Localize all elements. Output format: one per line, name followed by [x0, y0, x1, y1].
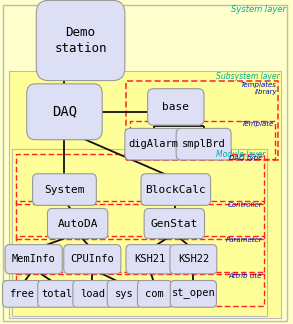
- Text: Subsystem layer: Subsystem layer: [216, 72, 280, 81]
- Text: base: base: [162, 102, 189, 112]
- Text: BlockCalc: BlockCalc: [145, 185, 206, 194]
- Text: smplBrd: smplBrd: [182, 139, 226, 149]
- Text: Parameter: Parameter: [226, 237, 262, 243]
- FancyBboxPatch shape: [176, 128, 231, 160]
- Text: st_open: st_open: [171, 289, 215, 299]
- FancyBboxPatch shape: [148, 89, 204, 125]
- FancyBboxPatch shape: [126, 245, 173, 274]
- FancyBboxPatch shape: [73, 281, 112, 307]
- FancyBboxPatch shape: [137, 281, 172, 307]
- Text: com: com: [145, 289, 164, 299]
- Text: sys: sys: [115, 289, 134, 299]
- Text: DAQ type: DAQ type: [229, 155, 262, 161]
- FancyBboxPatch shape: [47, 209, 108, 238]
- Text: System layer: System layer: [231, 5, 286, 14]
- FancyBboxPatch shape: [5, 245, 62, 274]
- FancyBboxPatch shape: [33, 174, 96, 205]
- FancyBboxPatch shape: [125, 128, 183, 160]
- Text: Templates
library: Templates library: [241, 82, 277, 95]
- FancyBboxPatch shape: [38, 281, 76, 307]
- FancyBboxPatch shape: [170, 281, 217, 307]
- FancyBboxPatch shape: [27, 84, 102, 140]
- FancyBboxPatch shape: [64, 245, 121, 274]
- Text: DAQ: DAQ: [52, 105, 77, 119]
- Text: CPUInfo: CPUInfo: [70, 254, 114, 264]
- FancyBboxPatch shape: [144, 209, 205, 238]
- FancyBboxPatch shape: [170, 245, 217, 274]
- Text: KSH22: KSH22: [178, 254, 209, 264]
- Text: GenStat: GenStat: [151, 219, 198, 228]
- FancyBboxPatch shape: [141, 174, 211, 205]
- Text: Demo
station: Demo station: [54, 27, 107, 54]
- Text: free: free: [9, 289, 35, 299]
- Bar: [9, 71, 281, 318]
- Text: digAlarm: digAlarm: [129, 139, 179, 149]
- Text: load: load: [80, 289, 105, 299]
- Text: Template: Template: [242, 121, 274, 127]
- Bar: [16, 201, 264, 239]
- Bar: [16, 236, 264, 274]
- Text: MemInfo: MemInfo: [12, 254, 56, 264]
- Bar: [16, 272, 264, 306]
- Text: total: total: [42, 289, 73, 299]
- FancyBboxPatch shape: [107, 281, 142, 307]
- Text: Controller: Controller: [228, 202, 262, 208]
- Bar: [130, 121, 275, 159]
- Bar: [126, 81, 278, 160]
- Text: System: System: [44, 185, 85, 194]
- Bar: [16, 154, 264, 204]
- Text: Module layer: Module layer: [216, 150, 265, 159]
- Text: Attrib ute: Attrib ute: [229, 273, 262, 279]
- FancyBboxPatch shape: [36, 0, 125, 81]
- Text: KSH21: KSH21: [134, 254, 165, 264]
- Text: AutoDA: AutoDA: [57, 219, 98, 228]
- Bar: [12, 149, 267, 316]
- FancyBboxPatch shape: [3, 281, 41, 307]
